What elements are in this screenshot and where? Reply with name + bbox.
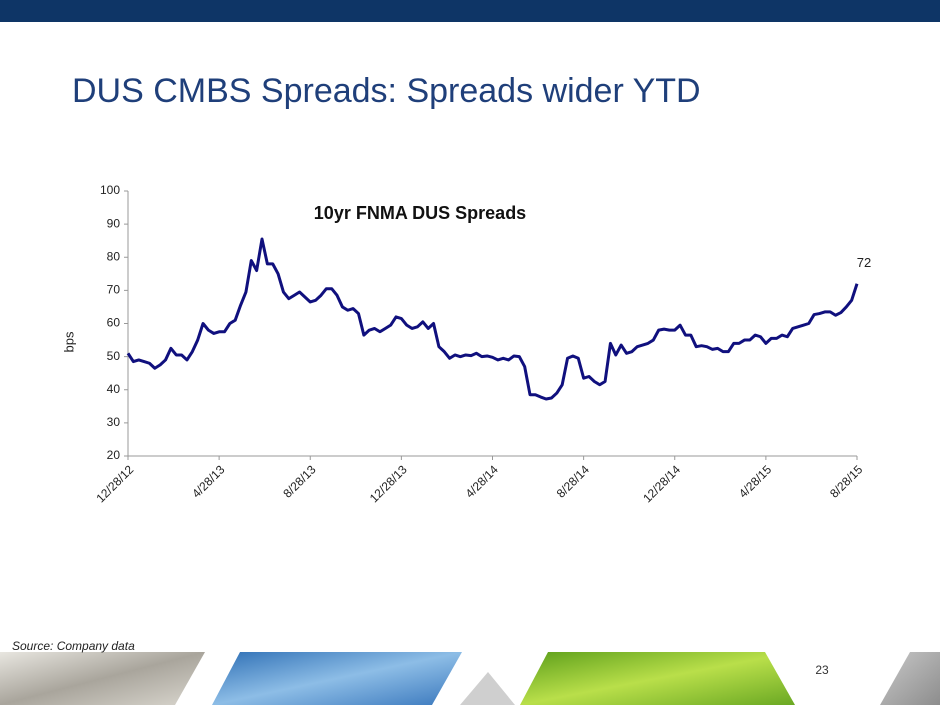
x-tick-label: 4/28/13 [189, 462, 227, 500]
source-note: Source: Company data [12, 639, 135, 653]
y-axis-label: bps [61, 331, 76, 352]
top-bar [0, 0, 940, 22]
x-tick-label: 8/28/13 [280, 462, 318, 500]
grey-triangle [460, 672, 515, 705]
x-tick-label: 8/28/15 [827, 462, 865, 500]
leaf-image [520, 652, 795, 705]
y-tick-label: 60 [107, 316, 121, 330]
x-tick-label: 12/28/13 [367, 462, 410, 505]
x-tick-label: 4/28/15 [736, 462, 774, 500]
y-tick-label: 90 [107, 216, 121, 230]
x-tick-label: 8/28/14 [554, 462, 592, 500]
chart-title: 10yr FNMA DUS Spreads [314, 203, 526, 223]
x-tick-label: 12/28/14 [640, 462, 683, 505]
slide-title: DUS CMBS Spreads: Spreads wider YTD [72, 72, 701, 110]
y-tick-label: 50 [107, 349, 121, 363]
data-label: 72 [857, 255, 871, 270]
grey-image [880, 652, 940, 705]
y-tick-label: 40 [107, 382, 121, 396]
y-tick-label: 30 [107, 415, 121, 429]
y-tick-label: 100 [100, 183, 120, 197]
y-tick-label: 20 [107, 448, 121, 462]
series-line [126, 237, 859, 401]
x-tick-label: 4/28/14 [463, 462, 501, 500]
rope-image [0, 652, 205, 705]
sky-image [212, 652, 462, 705]
plot-area: 20 30 40 50 60 70 80 90 100 12/28/12 4/28/13 8/28/1… [93, 183, 871, 505]
y-tick-label: 70 [107, 283, 121, 297]
x-tick-label: 12/28/12 [93, 462, 136, 505]
footer-images [0, 652, 940, 705]
page-number: 23 [815, 663, 829, 677]
y-tick-label: 80 [107, 249, 121, 263]
